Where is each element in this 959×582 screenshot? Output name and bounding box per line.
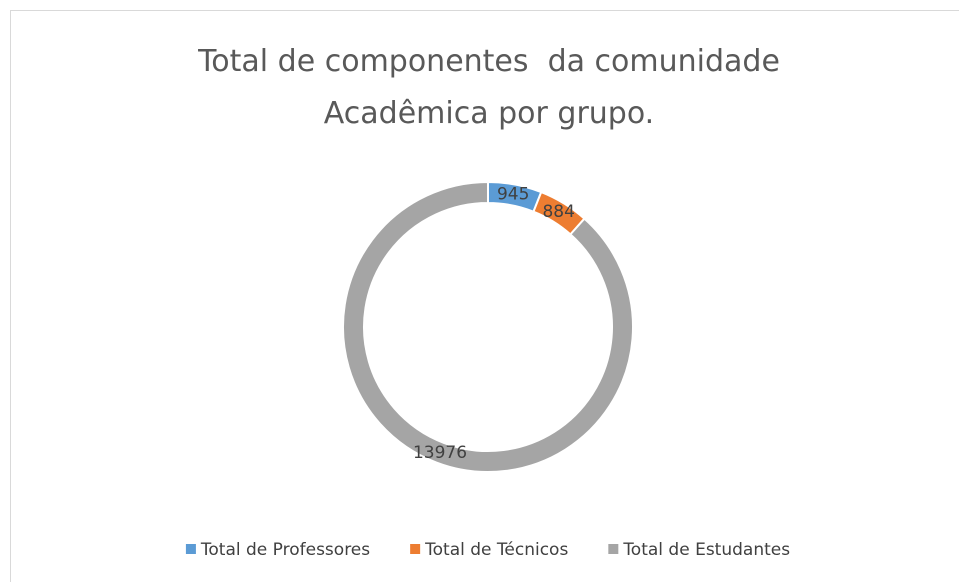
data-label: 945 (497, 184, 529, 204)
donut-slice (342, 180, 634, 473)
data-label: 13976 (413, 443, 467, 463)
data-label: 884 (542, 202, 574, 222)
chart-title: Total de componentes da comunidade Acadê… (198, 44, 790, 131)
legend-label: Total de Estudantes (622, 540, 790, 560)
legend-label: Total de Técnicos (424, 540, 568, 560)
legend-marker (185, 544, 196, 554)
legend-marker (410, 544, 421, 554)
legend-marker (608, 544, 619, 554)
chart-frame (10, 10, 959, 582)
legend-label: Total de Professores (200, 540, 370, 560)
